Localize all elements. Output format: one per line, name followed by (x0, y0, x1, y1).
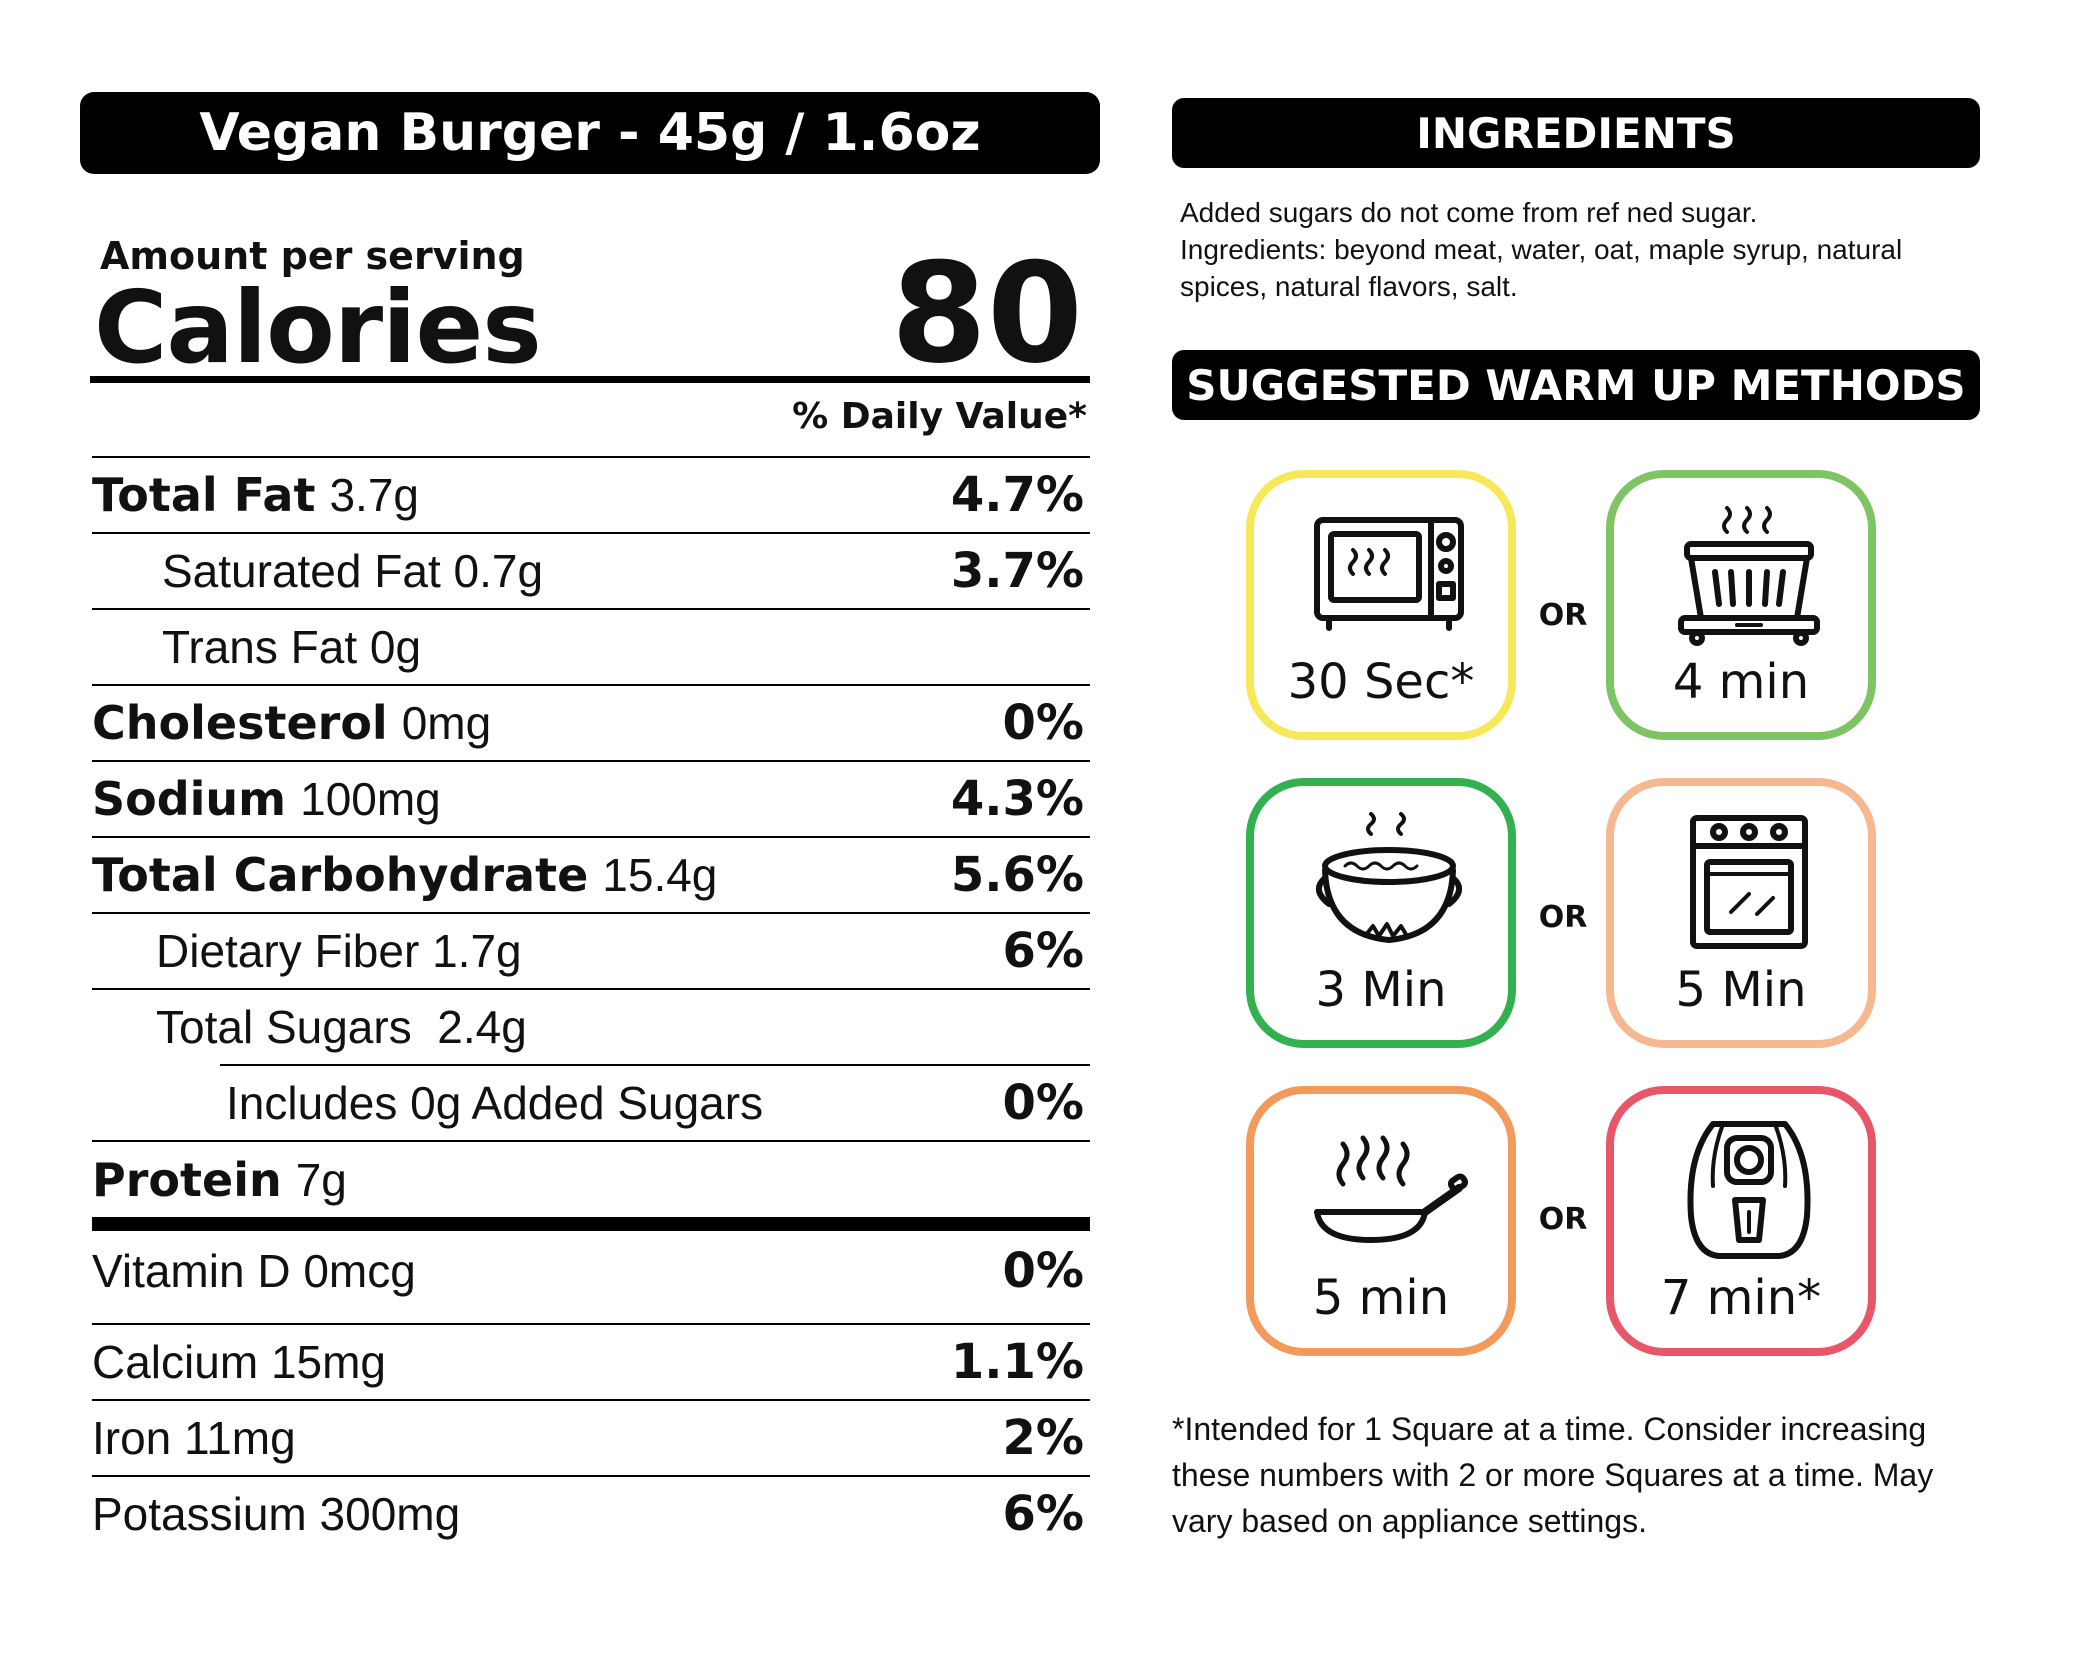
nutrient-amount: 3.7g (329, 469, 419, 521)
nutrient-percent: 4.3% (950, 771, 1084, 827)
calories-label: Calories (94, 269, 542, 386)
or-label: OR (1538, 1202, 1588, 1237)
nutrient-label: Iron (92, 1412, 172, 1464)
nutrient-label: Dietary Fiber (156, 925, 420, 977)
product-title: Vegan Burger - 45g / 1.6oz (80, 92, 1100, 174)
nutrient-amount: 15mg (270, 1336, 387, 1388)
daily-value-header: % Daily Value* (792, 396, 1087, 437)
air-fryer-icon (1687, 1121, 1811, 1259)
added-sugars-note: Added sugars do not come from ref ned su… (1180, 197, 1758, 228)
method-boiling-pot: 3 Min (1246, 778, 1516, 1048)
method-microwave: 30 Sec* (1246, 470, 1516, 740)
boiling-pot-icon (1316, 812, 1462, 943)
nutrient-amount: 2.4g (437, 1001, 527, 1053)
warm-up-header: SUGGESTED WARM UP METHODS (1172, 350, 1980, 420)
method-time: 4 min (1672, 654, 1810, 710)
or-label: OR (1538, 900, 1588, 935)
nutrient-label: Calcium (92, 1336, 259, 1388)
nutrient-amount: 1.7g (432, 925, 522, 977)
nutrient-row-vitamin-d: Vitamin D 0mcg 0% (92, 1231, 1090, 1311)
nutrient-percent: 2% (1002, 1410, 1085, 1466)
nutrient-amount: 0.7g (453, 545, 544, 597)
nutrient-row-calcium: Calcium 15mg 1.1% (92, 1323, 1090, 1399)
nutrient-label: Saturated Fat (162, 545, 441, 597)
nutrient-row-added-sugars: Includes 0g Added Sugars 0% (220, 1064, 1090, 1140)
oven-icon (1690, 815, 1808, 949)
method-oven: 5 Min (1606, 778, 1876, 1048)
method-time: 5 min (1312, 1270, 1450, 1326)
amount-per-serving-label: Amount per serving (100, 234, 525, 278)
nutrient-row-iron: Iron 11mg 2% (92, 1399, 1090, 1475)
nutrient-percent: 0% (1002, 1075, 1085, 1131)
nutrient-amount: 100mg (300, 773, 441, 825)
nutrient-row-protein: Protein 7g (92, 1140, 1090, 1217)
nutrient-label: Cholesterol (92, 696, 388, 750)
nutrient-label: Sodium (92, 772, 287, 826)
ingredients-text: Added sugars do not come from ref ned su… (1180, 194, 1980, 305)
nutrient-row-total-carbohydrate: Total Carbohydrate 15.4g 5.6% (92, 836, 1090, 912)
ingredients-list: Ingredients: beyond meat, water, oat, ma… (1180, 234, 1903, 302)
steamer-icon (1678, 506, 1820, 646)
method-air-fryer: 7 min* (1606, 1086, 1876, 1356)
nutrient-percent: 3.7% (950, 543, 1084, 599)
warm-up-footnote: *Intended for 1 Square at a time. Consid… (1172, 1411, 1934, 1539)
nutrient-percent: 0% (1002, 1243, 1085, 1299)
nutrient-amount: 11mg (184, 1412, 296, 1464)
method-time: 3 Min (1315, 962, 1447, 1018)
nutrient-percent: 4.7% (950, 467, 1084, 523)
calories-value: 80 (890, 233, 1083, 394)
nutrient-percent: 0% (1002, 695, 1085, 751)
nutrient-amount: 0g (369, 621, 422, 673)
method-time: 7 min* (1660, 1270, 1822, 1326)
nutrient-label: Total Fat (92, 468, 316, 522)
nutrient-amount: 0mcg (303, 1245, 416, 1297)
microwave-icon (1314, 517, 1464, 631)
ingredients-header: INGREDIENTS (1172, 98, 1980, 168)
nutrient-percent: 6% (1002, 1486, 1085, 1542)
protein-divider (92, 1217, 1090, 1231)
nutrient-row-trans-fat: Trans Fat 0g (92, 608, 1090, 684)
nutrient-amount: 300mg (319, 1488, 461, 1540)
nutrient-amount: 15.4g (602, 849, 718, 901)
nutrient-row-potassium: Potassium 300mg 6% (92, 1475, 1090, 1551)
nutrient-amount: 7g (295, 1153, 347, 1206)
method-frying-pan: 5 min (1246, 1086, 1516, 1356)
nutrient-label: Total Carbohydrate (92, 848, 589, 902)
nutrient-row-total-fat: Total Fat 3.7g 4.7% (92, 456, 1090, 532)
method-time: 30 Sec* (1287, 654, 1475, 710)
nutrient-row-saturated-fat: Saturated Fat 0.7g 3.7% (92, 532, 1090, 608)
nutrient-amount: 0mg (401, 697, 492, 749)
nutrient-row-sodium: Sodium 100mg 4.3% (92, 760, 1090, 836)
calories-divider (90, 376, 1090, 383)
nutrient-row-dietary-fiber: Dietary Fiber 1.7g 6% (92, 912, 1090, 988)
nutrient-label: Potassium (92, 1488, 307, 1540)
frying-pan-icon (1314, 1135, 1469, 1243)
nutrient-label: Vitamin D (92, 1245, 291, 1297)
method-time: 5 Min (1675, 962, 1807, 1018)
nutrient-label: Total Sugars (156, 1001, 412, 1053)
nutrient-row-total-sugars: Total Sugars 2.4g (92, 988, 1090, 1064)
nutrient-label: Protein (92, 1152, 282, 1207)
nutrient-label: Includes 0g Added Sugars (226, 1077, 764, 1129)
nutrient-percent: 6% (1002, 923, 1085, 979)
nutrient-row-cholesterol: Cholesterol 0mg 0% (92, 684, 1090, 760)
nutrient-percent: 1.1% (950, 1334, 1084, 1390)
or-label: OR (1538, 598, 1588, 633)
nutrient-percent: 5.6% (950, 847, 1084, 903)
nutrient-label: Trans Fat (162, 621, 358, 673)
method-steamer: 4 min (1606, 470, 1876, 740)
